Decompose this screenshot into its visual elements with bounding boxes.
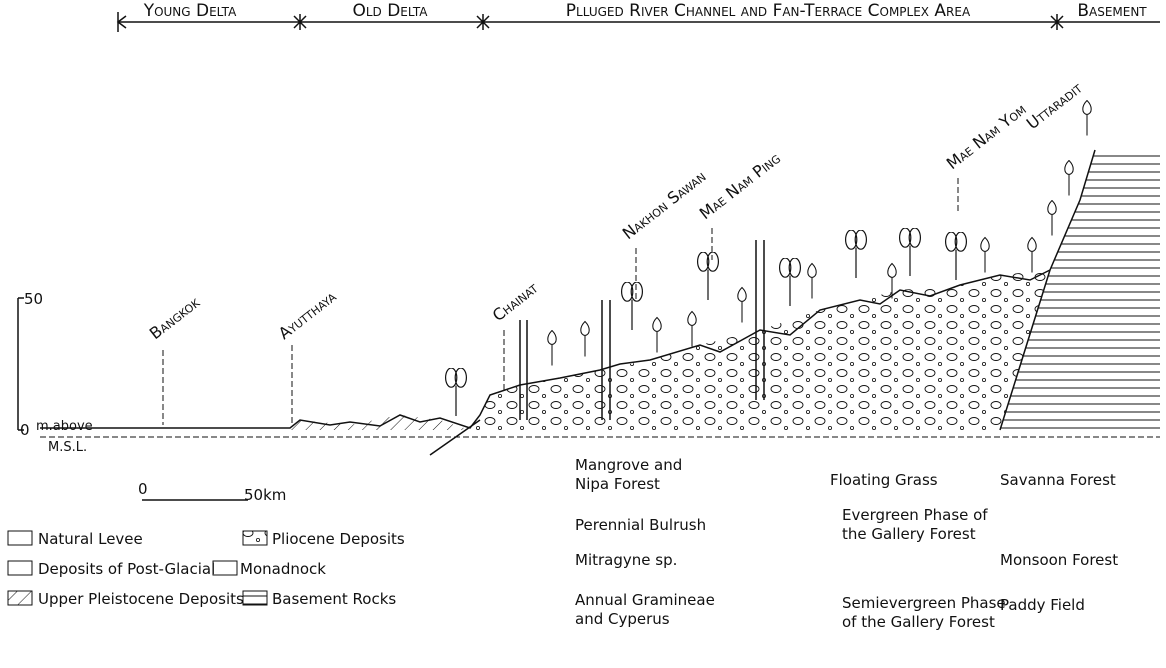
height-scale-bar — [18, 298, 24, 430]
legend-label: Natural Levee — [38, 530, 143, 548]
zone-label: Basement — [1077, 1, 1147, 21]
legend-label-line: Paddy Field — [1000, 596, 1085, 614]
pliocene-deposits — [470, 270, 1050, 430]
legend-label: Floating Grass — [830, 471, 938, 489]
place-label: Mae Nam Ping — [696, 148, 784, 223]
legend-label-line: Semievergreen Phase — [842, 594, 1006, 612]
legend-swatch — [8, 561, 32, 575]
zone-label: Plluged River Channel and Fan-Terrace Co… — [566, 1, 971, 21]
height-scale: 50 0 m.above M.S.L. — [18, 290, 93, 455]
place-label: Bangkok — [146, 292, 204, 343]
legend-label-line: Savanna Forest — [1000, 471, 1116, 489]
legend-label: Upper Pleistocene Deposits — [38, 590, 244, 608]
height-unit: M.S.L. — [48, 440, 87, 455]
zone-header: Young Delta Old Delta Plluged River Chan… — [118, 1, 1160, 32]
height-unit: m.above — [36, 419, 93, 434]
legend-label-line: Nipa Forest — [575, 475, 660, 493]
legend-label-line: Mangrove and — [575, 456, 682, 474]
place-label: Mae Nam Yom — [943, 99, 1030, 173]
legend-label: Pliocene Deposits — [272, 530, 405, 548]
figure: Young Delta Old Delta Plluged River Chan… — [0, 0, 1166, 668]
legend-label-line: Annual Gramineae — [575, 591, 715, 609]
legend-label-line: the Gallery Forest — [842, 525, 976, 543]
legend-swatch — [8, 591, 32, 605]
legend-label: Monsoon Forest — [1000, 551, 1118, 569]
zone-label: Old Delta — [352, 1, 428, 21]
legend-label-line: Evergreen Phase of — [842, 506, 988, 524]
distance-scale: 0 50km — [138, 480, 286, 504]
legend-swatch — [8, 531, 32, 545]
place-label: Chainat — [489, 278, 542, 325]
legend-label: Mitragyne sp. — [575, 551, 677, 569]
legend-label-line: and Cyperus — [575, 610, 670, 628]
legend-label-line: Floating Grass — [830, 471, 938, 489]
legend-label-line: of the Gallery Forest — [842, 613, 995, 631]
legend-swatch — [243, 531, 267, 545]
legend-label: Monadnock — [240, 560, 326, 578]
legend-label-line: Mitragyne sp. — [575, 551, 677, 569]
legend-label: Perennial Bulrush — [575, 516, 706, 534]
cross-section — [40, 101, 1160, 456]
height-top: 50 — [24, 290, 43, 308]
legend-label: Basement Rocks — [272, 590, 396, 608]
legend-label-line: Perennial Bulrush — [575, 516, 706, 534]
legend-swatch — [213, 561, 237, 575]
deposit-legend: Natural Levee Pliocene Deposits Deposits… — [8, 530, 405, 608]
distance-end: 50km — [244, 486, 286, 504]
height-bottom: 0 — [20, 421, 30, 439]
legend-label: Savanna Forest — [1000, 471, 1116, 489]
zone-label: Young Delta — [143, 1, 237, 21]
place-label: Ayutthaya — [275, 286, 340, 343]
legend-label: Deposits of Post-Glacial — [38, 560, 215, 578]
legend-label-line: Monsoon Forest — [1000, 551, 1118, 569]
place-label: Nakhon Sawan — [619, 167, 710, 244]
legend-swatch — [243, 591, 267, 605]
legend-label: Paddy Field — [1000, 596, 1085, 614]
place-label: Uttaradit — [1023, 78, 1086, 133]
distance-start: 0 — [138, 480, 148, 498]
